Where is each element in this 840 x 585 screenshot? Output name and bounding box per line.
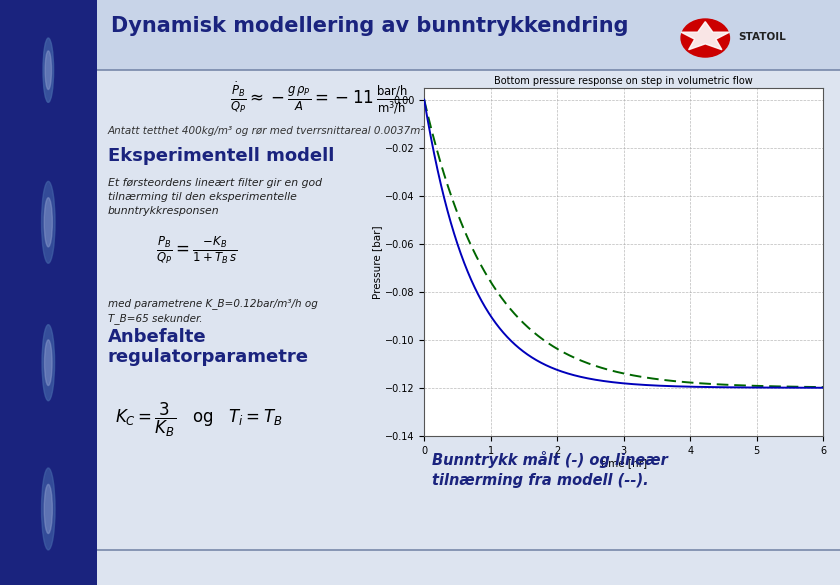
Text: Et førsteordens lineært filter gir en god
tilnærming til den eksperimentelle
bun: Et førsteordens lineært filter gir en go…: [108, 178, 322, 216]
Circle shape: [45, 484, 52, 534]
X-axis label: time [hr]: time [hr]: [601, 458, 647, 469]
Text: $\frac{\dot{P}_B}{Q_P} \approx -\frac{g\,\rho_P}{A} = -11\,\frac{\mathrm{bar/h}}: $\frac{\dot{P}_B}{Q_P} \approx -\frac{g\…: [230, 79, 409, 116]
Y-axis label: Pressure [bar]: Pressure [bar]: [372, 225, 382, 298]
Polygon shape: [681, 22, 729, 50]
Text: ▶: ▶: [688, 33, 696, 43]
Circle shape: [41, 468, 55, 550]
FancyBboxPatch shape: [97, 0, 840, 70]
Text: $\frac{P_B}{Q_P} = \frac{-K_B}{1 + T_B\,s}$: $\frac{P_B}{Q_P} = \frac{-K_B}{1 + T_B\,…: [156, 234, 238, 266]
Text: Dynamisk modellering av bunntrykkendring: Dynamisk modellering av bunntrykkendring: [112, 16, 629, 36]
Text: med parametrene K_B=0.12bar/m³/h og
T_B=65 sekunder.: med parametrene K_B=0.12bar/m³/h og T_B=…: [108, 298, 318, 324]
Text: Eksperimentell modell: Eksperimentell modell: [108, 147, 334, 166]
Text: Antatt tetthet 400kg/m³ og rør med tverrsnittareal 0.0037m².: Antatt tetthet 400kg/m³ og rør med tverr…: [108, 126, 428, 136]
Ellipse shape: [681, 19, 729, 57]
Text: STATOIL: STATOIL: [738, 32, 786, 42]
Circle shape: [42, 325, 55, 401]
Circle shape: [45, 51, 51, 90]
Circle shape: [41, 181, 55, 263]
Text: Anbefalte
regulatorparametre: Anbefalte regulatorparametre: [108, 328, 309, 366]
Circle shape: [43, 38, 54, 102]
Circle shape: [45, 340, 52, 386]
Text: $K_C = \dfrac{3}{K_B}$   og   $T_i = T_B$: $K_C = \dfrac{3}{K_B}$ og $T_i = T_B$: [115, 401, 283, 439]
Title: Bottom pressure response on step in volumetric flow: Bottom pressure response on step in volu…: [494, 75, 753, 85]
Circle shape: [45, 198, 52, 247]
Text: Bunntrykk målt (-) og lineær
tilnærming fra modell (--).: Bunntrykk målt (-) og lineær tilnærming …: [433, 451, 668, 488]
